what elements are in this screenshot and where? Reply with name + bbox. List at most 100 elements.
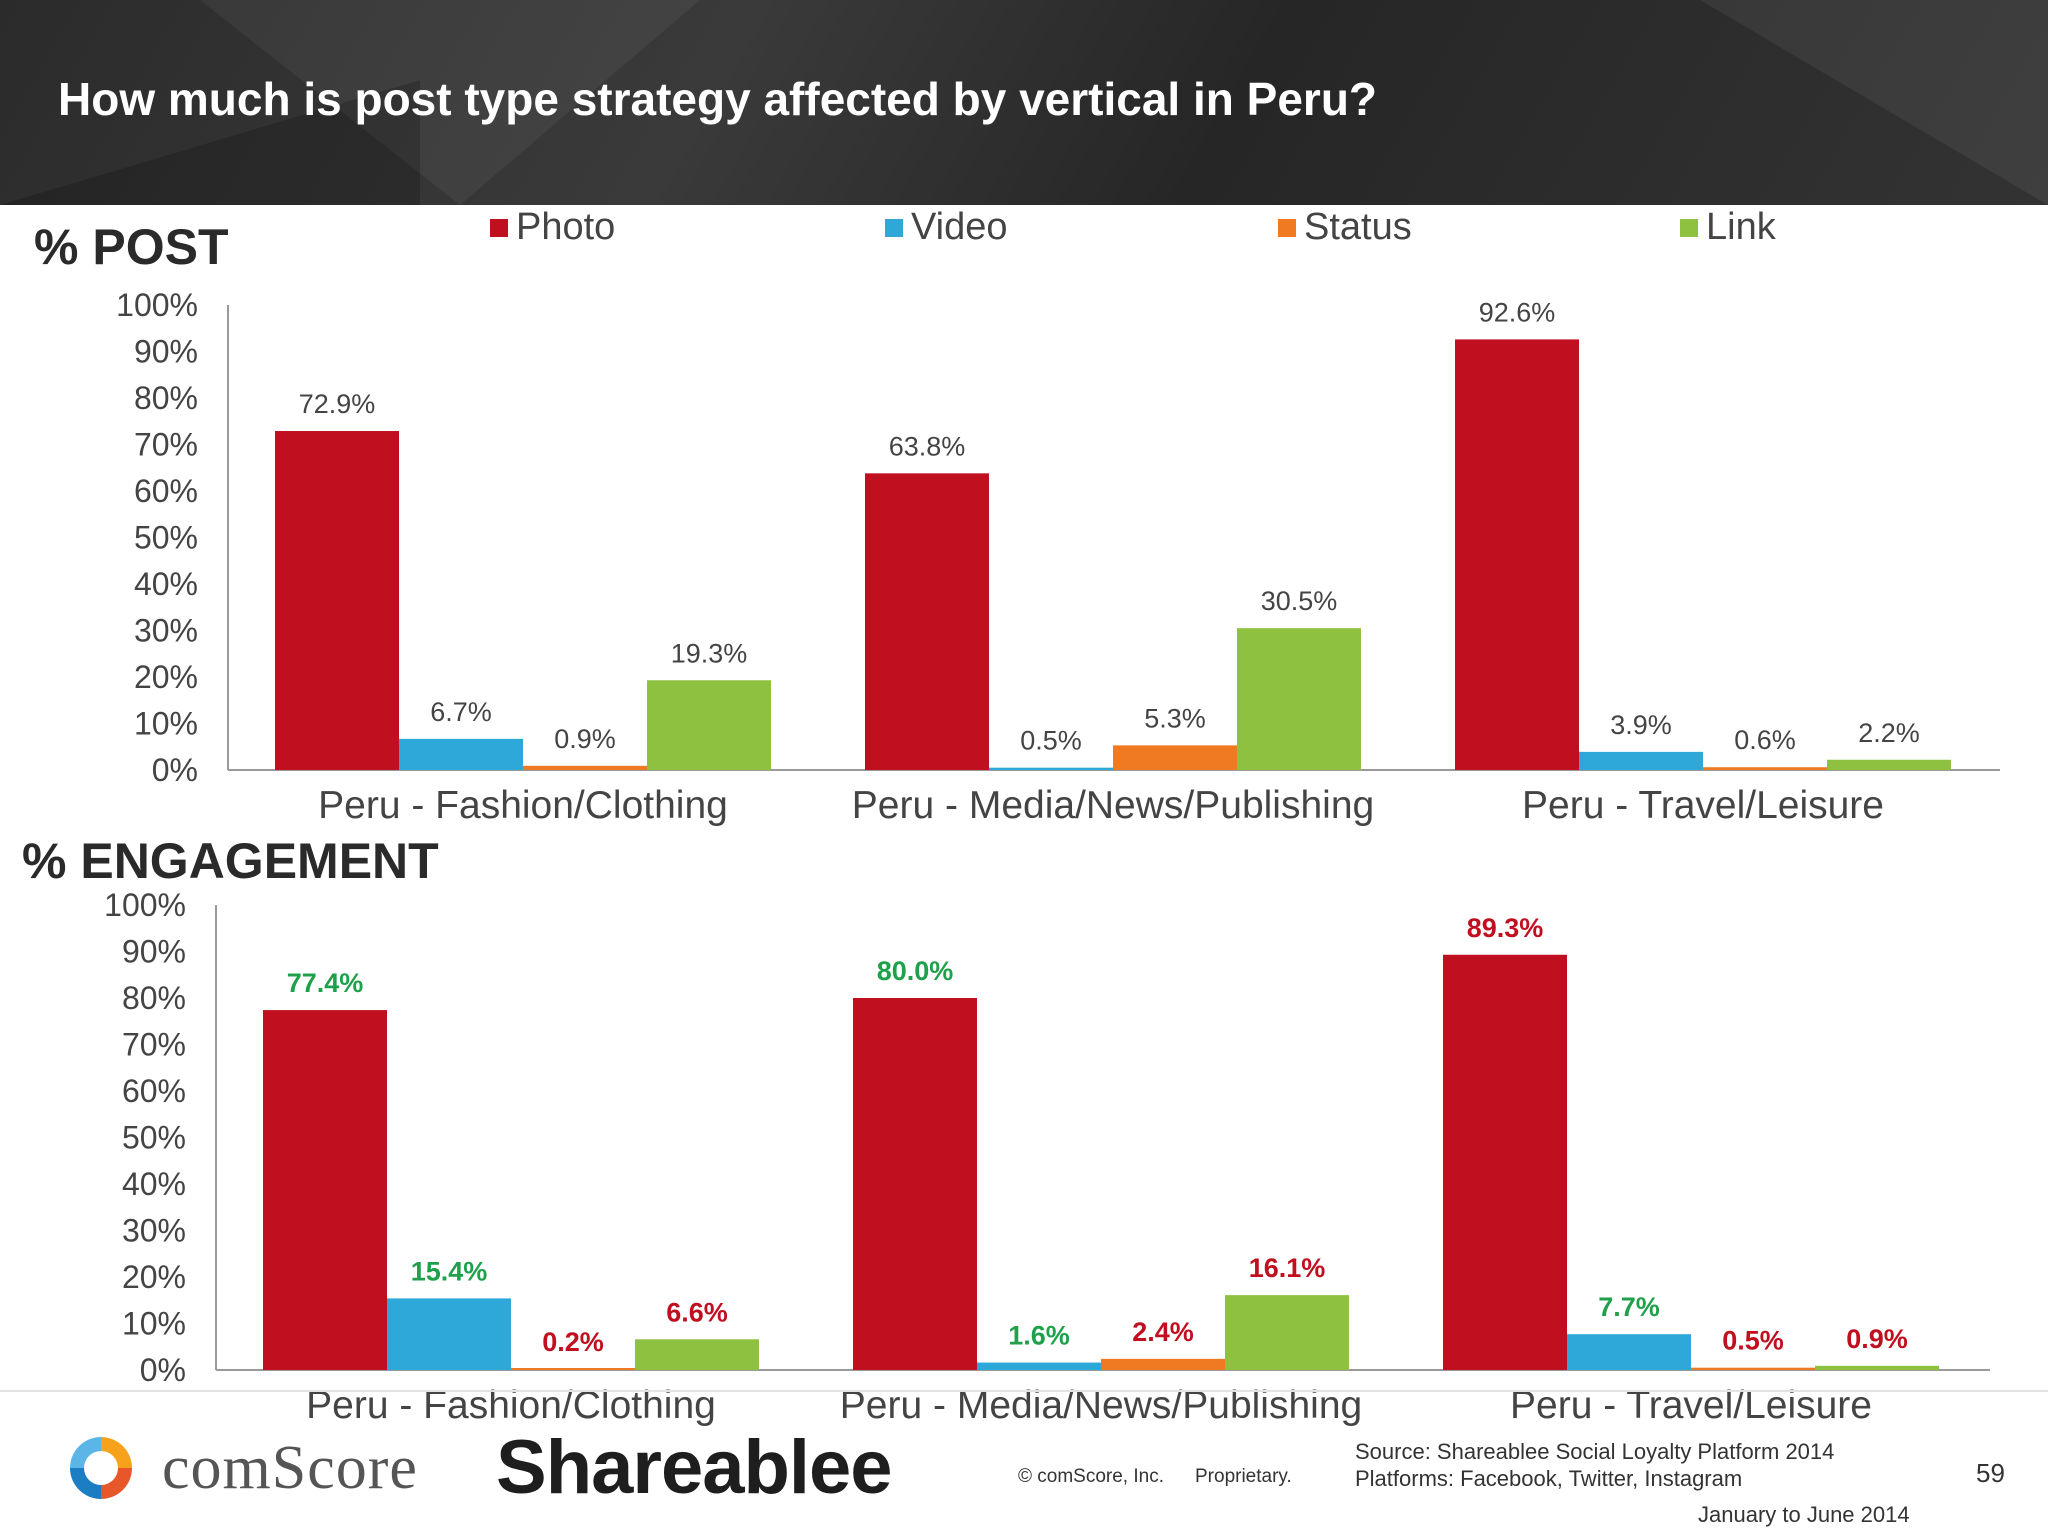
- data-label: 63.8%: [889, 431, 966, 461]
- y-tick-label: 0%: [140, 1352, 186, 1388]
- data-label: 0.2%: [542, 1327, 604, 1357]
- post-bar-chart: 0% 10% 20% 30% 40% 50% 60% 70% 80% 90% 100% 72.9% 6.…: [116, 287, 2000, 827]
- bar-photo: [1455, 339, 1579, 770]
- data-label: 2.2%: [1858, 718, 1920, 748]
- data-label: 92.6%: [1479, 297, 1556, 327]
- engagement-bar-chart: 0% 10% 20% 30% 40% 50% 60% 70% 80% 90% 100% 77.4% 15…: [104, 887, 1990, 1427]
- bar-status: [511, 1368, 635, 1370]
- data-label: 6.6%: [666, 1297, 728, 1327]
- legend-item-status: Status: [1278, 206, 1412, 249]
- y-tick-label: 70%: [122, 1027, 186, 1063]
- data-label: 1.6%: [1008, 1321, 1070, 1351]
- bar-photo: [275, 431, 399, 770]
- source-line-1: Source: Shareablee Social Loyalty Platfo…: [1355, 1439, 1835, 1464]
- y-tick-label: 0%: [152, 752, 198, 788]
- y-tick-label: 50%: [134, 520, 198, 556]
- y-tick-label: 70%: [134, 427, 198, 463]
- data-label: 2.4%: [1132, 1317, 1194, 1347]
- engagement-section-label: % ENGAGEMENT: [22, 833, 439, 889]
- legend-swatch-status: [1278, 218, 1296, 237]
- bar-status: [1101, 1358, 1225, 1370]
- legend-label-status: Status: [1304, 206, 1412, 248]
- data-label: 19.3%: [671, 638, 748, 668]
- legend-item-photo: Photo: [490, 206, 615, 249]
- bar-photo: [865, 473, 989, 770]
- legend-swatch-link: [1680, 218, 1698, 237]
- source-line-2: Platforms: Facebook, Twitter, Instagram: [1355, 1466, 1743, 1491]
- y-tick-label: 80%: [122, 980, 186, 1016]
- y-tick-label: 30%: [122, 1213, 186, 1249]
- y-tick-label: 10%: [122, 1306, 186, 1342]
- y-tick-label: 90%: [122, 934, 186, 970]
- data-label: 6.7%: [430, 697, 492, 727]
- comscore-logo-icon: [70, 1437, 132, 1499]
- category-label: Peru - Media/News/Publishing: [852, 784, 1374, 827]
- legend-swatch-photo: [490, 218, 508, 237]
- shareablee-logo: Shareablee: [496, 1424, 893, 1510]
- bar-status: [1703, 767, 1827, 770]
- bar-link: [1827, 759, 1951, 770]
- bar-video: [1567, 1334, 1691, 1370]
- bar-video: [977, 1362, 1101, 1370]
- bar-link: [635, 1339, 759, 1370]
- data-label: 0.5%: [1020, 726, 1082, 756]
- y-tick-label: 10%: [134, 706, 198, 742]
- data-label: 89.3%: [1467, 913, 1544, 943]
- data-label: 77.4%: [287, 968, 364, 998]
- shareablee-wordmark: Shareablee: [496, 1424, 893, 1510]
- y-tick-label: 60%: [134, 473, 198, 509]
- data-label: 0.9%: [554, 724, 616, 754]
- y-tick-label: 90%: [134, 334, 198, 370]
- y-tick-label: 40%: [122, 1166, 186, 1202]
- category-label: Peru - Travel/Leisure: [1522, 784, 1884, 827]
- data-label: 7.7%: [1598, 1292, 1660, 1322]
- bar-photo: [263, 1010, 387, 1370]
- legend-label-link: Link: [1706, 206, 1776, 248]
- header-facet: [0, 80, 420, 205]
- bar-status: [1113, 745, 1237, 770]
- chart-legend: Photo Video Status Link: [0, 206, 2048, 256]
- page-title: How much is post type strategy affected …: [58, 73, 1378, 125]
- bar-photo: [1443, 954, 1567, 1370]
- legend-label-photo: Photo: [516, 206, 616, 248]
- y-tick-label: 80%: [134, 380, 198, 416]
- data-label: 80.0%: [877, 956, 954, 986]
- data-label: 3.9%: [1610, 710, 1672, 740]
- comscore-wordmark: comScore: [162, 1433, 418, 1502]
- data-label: 0.5%: [1722, 1326, 1784, 1356]
- footer-divider: [0, 1390, 2048, 1392]
- proprietary-text: Proprietary.: [1195, 1466, 1292, 1487]
- y-tick-label: 20%: [122, 1259, 186, 1295]
- bar-video: [399, 738, 523, 770]
- bar-link: [647, 680, 771, 770]
- data-label: 16.1%: [1249, 1253, 1326, 1283]
- data-label: 0.6%: [1734, 725, 1796, 755]
- legend-label-video: Video: [911, 206, 1008, 248]
- y-tick-label: 100%: [116, 287, 198, 323]
- date-range: January to June 2014: [1698, 1502, 1910, 1527]
- legend-item-link: Link: [1680, 206, 1776, 249]
- category-label: Peru - Fashion/Clothing: [318, 784, 728, 827]
- legend-item-video: Video: [885, 206, 1008, 249]
- bar-link: [1225, 1295, 1349, 1370]
- header-facet: [1700, 0, 2048, 205]
- bar-video: [387, 1298, 511, 1370]
- data-label: 72.9%: [299, 389, 376, 419]
- bar-link: [1237, 628, 1361, 770]
- header-facet: [200, 0, 700, 205]
- y-tick-label: 60%: [122, 1073, 186, 1109]
- bar-photo: [853, 998, 977, 1370]
- slide-header: How much is post type strategy affected …: [0, 0, 2048, 205]
- y-tick-label: 100%: [104, 887, 186, 923]
- copyright-text: © comScore, Inc.: [1018, 1466, 1164, 1487]
- y-tick-label: 40%: [134, 566, 198, 602]
- page-number: 59: [1976, 1458, 2005, 1488]
- comscore-logo: comScore: [66, 1428, 418, 1508]
- y-tick-label: 30%: [134, 613, 198, 649]
- data-label: 15.4%: [411, 1256, 488, 1286]
- legend-swatch-video: [885, 218, 903, 237]
- data-label: 30.5%: [1261, 586, 1338, 616]
- data-label: 5.3%: [1144, 703, 1206, 733]
- y-tick-label: 50%: [122, 1120, 186, 1156]
- data-label: 0.9%: [1846, 1324, 1908, 1354]
